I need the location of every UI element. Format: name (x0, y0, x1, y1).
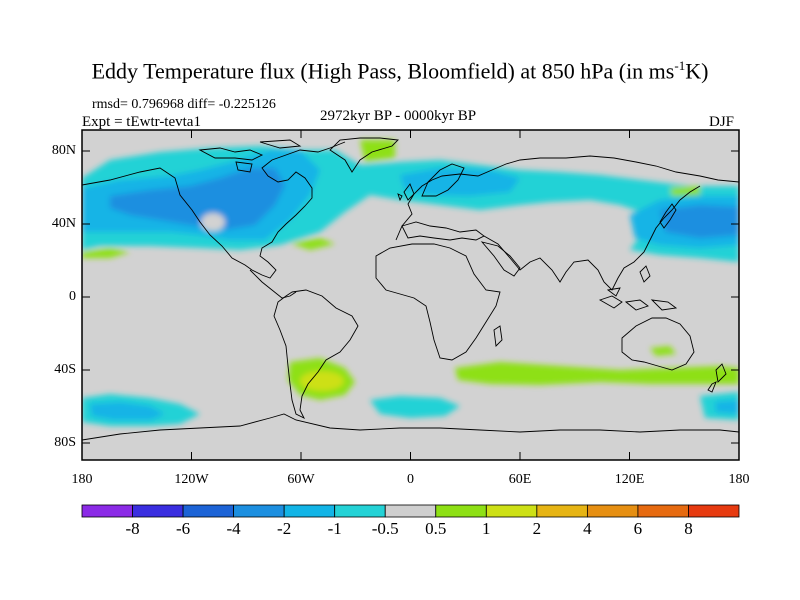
stats-label: rmsd= 0.796968 diff= -0.225126 (92, 97, 276, 112)
colorbar-label: 4 (583, 519, 592, 538)
colorbar-label: -4 (226, 519, 241, 538)
coastline-mediterranean (401, 221, 485, 241)
coastline-madagascar (493, 325, 503, 347)
coastline-central-america (249, 269, 297, 299)
band-n-pacific-deep (110, 168, 285, 230)
map-title: Eddy Temperature flux (High Pass, Bloomf… (0, 58, 800, 84)
colorbar-swatch (384, 504, 437, 518)
period-label: 2972kyr BP - 0000kyr BP (320, 108, 477, 124)
colorbar-swatch (586, 504, 639, 518)
lon-label-120w: 120W (174, 472, 209, 487)
coastline-new-zealand (707, 363, 727, 393)
lon-label-0: 0 (407, 472, 414, 487)
coastline-greenland (329, 137, 399, 173)
lat-label-40s: 40S (54, 362, 76, 377)
band-e-pacific-deep (660, 205, 739, 238)
lon-label-60w: 60W (287, 472, 315, 487)
colorbar-label: 6 (633, 519, 643, 538)
coastline-arabia (480, 241, 521, 277)
colorbar-swatch (283, 504, 336, 518)
colorbar-label: 8 (684, 519, 693, 538)
coastline-asia-south (483, 185, 701, 291)
lat-label-0: 0 (69, 289, 76, 304)
colorbar-label: -0.5 (371, 519, 399, 538)
coastline-europe (395, 155, 739, 241)
colorbar-label: -1 (327, 519, 342, 538)
colorbar-swatch (233, 504, 285, 518)
colorbar-swatch (182, 504, 235, 518)
band-pacific-green (82, 248, 130, 258)
coastline-australia (621, 317, 695, 371)
colorbar-swatch (132, 504, 184, 518)
title-exponent: -1 (674, 58, 686, 73)
coastline-scandinavia (421, 163, 465, 197)
coastline-uk (397, 183, 415, 202)
colorbar-swatch (688, 504, 740, 518)
band-s-atlantic-light (370, 396, 460, 418)
band-s-america-yellow (300, 371, 344, 391)
band-europe-mid (400, 168, 520, 196)
season-label: DJF (709, 114, 735, 130)
colorbar (81, 504, 740, 518)
colorbar-label: -8 (125, 519, 140, 538)
lon-label-180w: 180 (71, 472, 93, 487)
colorbar-swatch (485, 504, 538, 518)
band-s-east-mid (715, 400, 739, 414)
colorbar-label: 2 (532, 519, 542, 538)
colorbar-label: -2 (277, 519, 292, 538)
colorbar-swatch (536, 504, 588, 518)
coastline-antarctica (82, 413, 739, 441)
coastline-north-america (82, 141, 346, 279)
tick-marks (82, 130, 739, 460)
colorbar-swatch (81, 504, 133, 518)
colorbar-swatch (334, 504, 386, 518)
colorbar-label: 1 (482, 519, 491, 538)
lat-label-80n: 80N (51, 143, 76, 158)
colorbar-label: -6 (175, 519, 191, 538)
lon-label-180e: 180 (728, 472, 750, 487)
coastlines (82, 137, 739, 441)
coastline-africa (375, 243, 501, 361)
band-pacific-hole (201, 213, 225, 231)
lat-label-80s: 80S (54, 435, 76, 450)
flux-field (82, 140, 739, 426)
title-text: Eddy Temperature flux (High Pass, Bloomf… (91, 58, 675, 84)
colorbar-label: 0.5 (425, 519, 447, 538)
coastline-arctic-islands (198, 139, 302, 173)
band-atlantic-green (290, 238, 335, 250)
band-north-green (360, 140, 395, 162)
coastline-philippines (639, 265, 651, 283)
lon-label-120e: 120E (614, 472, 645, 487)
lat-label-40n: 40N (51, 216, 76, 231)
band-s-pacific-mid (90, 402, 165, 420)
band-australia-green (650, 346, 676, 356)
colorbar-swatch (637, 504, 689, 518)
southern-field (82, 346, 739, 426)
colorbar-swatch (435, 504, 487, 518)
northern-negative-field (82, 140, 739, 262)
coastline-japan (659, 203, 677, 229)
band-s-indian-green (455, 362, 739, 385)
coastline-indonesia (598, 287, 678, 311)
title-unit-end: K) (685, 58, 709, 84)
coastline-south-america (273, 289, 359, 420)
lon-label-60e: 60E (508, 472, 532, 487)
band-siberia-green (670, 186, 700, 196)
experiment-label: Expt = tEwtr-tevta1 (82, 114, 201, 130)
